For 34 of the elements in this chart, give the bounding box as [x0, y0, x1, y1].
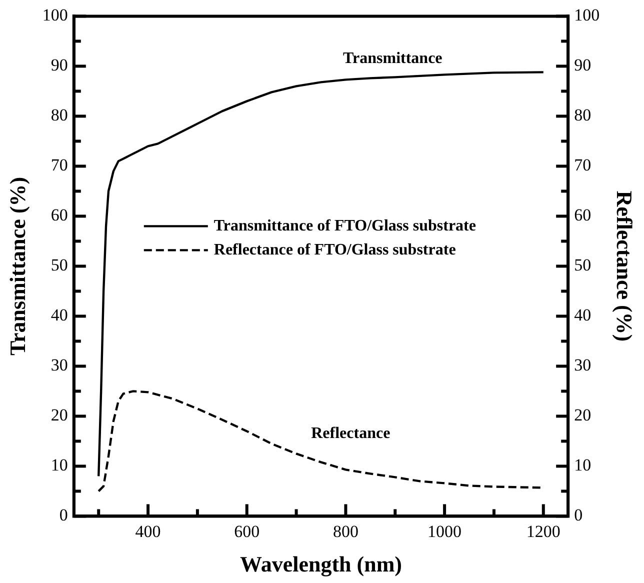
y2-tick-label: 50 — [574, 256, 592, 275]
y2-tick-label: 20 — [574, 406, 592, 425]
x-tick-label: 400 — [135, 522, 161, 541]
y-tick-label: 30 — [50, 356, 68, 375]
y-tick-label: 50 — [50, 256, 68, 275]
legend-label: Reflectance of FTO/Glass substrate — [214, 241, 456, 258]
y2-tick-label: 90 — [574, 56, 592, 75]
y2-tick-label: 10 — [574, 456, 592, 475]
y-axis-title: Transmittance (%) — [4, 176, 30, 356]
y-tick-label: 80 — [50, 106, 68, 125]
y2-tick-label: 80 — [574, 106, 592, 125]
y-tick-label: 20 — [50, 406, 68, 425]
annotation: Reflectance — [311, 424, 390, 442]
x-axis-title: Wavelength (nm) — [240, 551, 402, 576]
y2-tick-label: 100 — [574, 6, 600, 25]
y2-tick-label: 0 — [574, 506, 583, 525]
x-tick-label: 1000 — [428, 522, 462, 541]
x-tick-label: 800 — [332, 522, 358, 541]
y2-axis-title: Reflectance (%) — [612, 190, 638, 342]
y-tick-label: 60 — [50, 206, 68, 225]
x-tick-label: 600 — [234, 522, 260, 541]
y-tick-label: 10 — [50, 456, 68, 475]
legend-label: Transmittance of FTO/Glass substrate — [214, 217, 476, 234]
y-tick-label: 90 — [50, 56, 68, 75]
y-tick-label: 70 — [50, 156, 68, 175]
y2-tick-label: 30 — [574, 356, 592, 375]
y2-tick-label: 70 — [574, 156, 592, 175]
y-tick-label: 100 — [42, 6, 68, 25]
y2-tick-label: 60 — [574, 206, 592, 225]
y2-tick-label: 40 — [574, 306, 592, 325]
annotation: Transmittance — [343, 50, 442, 67]
y-tick-label: 40 — [50, 306, 68, 325]
y-tick-label: 0 — [59, 506, 68, 525]
x-tick-label: 1200 — [526, 522, 560, 541]
